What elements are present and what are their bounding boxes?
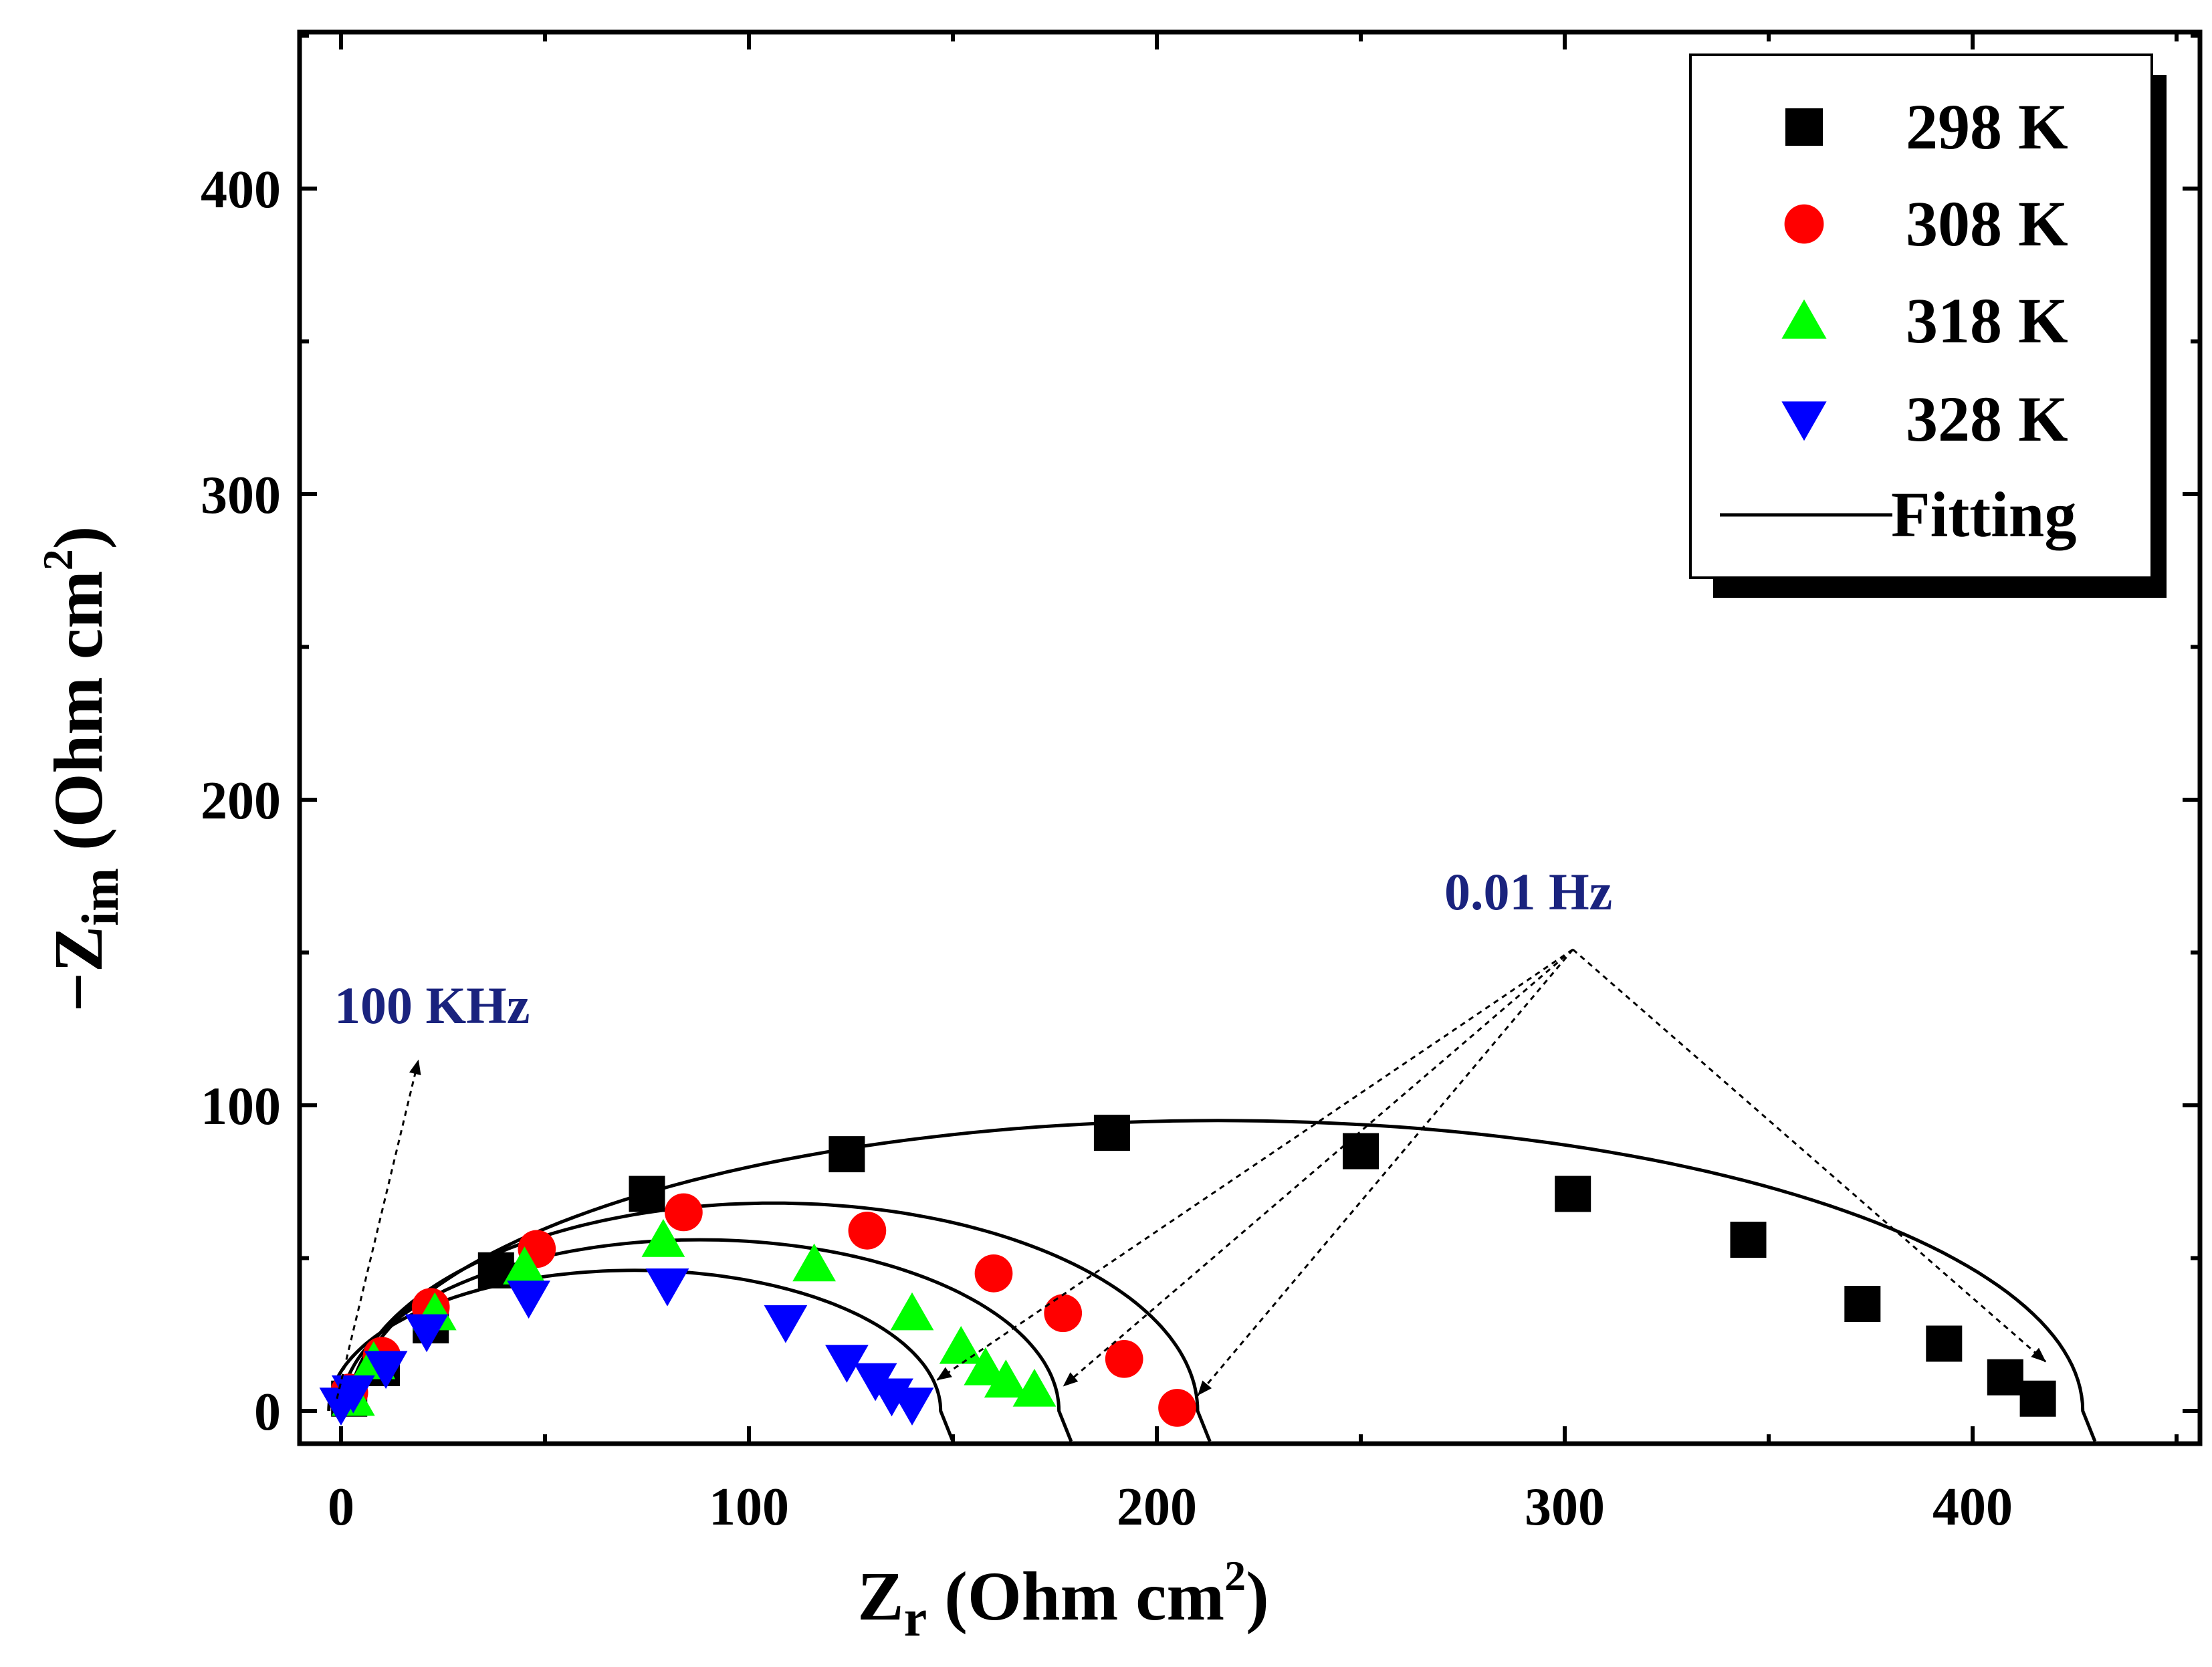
data-point-298k [1093,1115,1130,1151]
annotation-arrow-001hz-head [1198,1380,1212,1396]
data-point-298k [1730,1222,1767,1258]
data-point-318k [890,1292,934,1331]
legend-marker-298k [1785,108,1823,146]
x-tick-label: 100 [709,1478,789,1537]
y-axis-title: −Zim (Ohm cm2) [34,526,129,1012]
data-point-308k [1044,1294,1083,1333]
legend: 298 K 308 K 318 K 328 K Fitting [1689,53,2167,598]
x-axis-title-unit: (Ohm cm [927,1558,1224,1635]
annotation-arrow-001hz [935,948,1574,1381]
annotation-arrow-001hz-head [936,1367,952,1381]
fit-curve-298k [351,1119,2097,1442]
data-point-308k [1105,1339,1143,1378]
data-point-328k [764,1305,808,1343]
x-axis-title-sup: 2 [1224,1552,1246,1599]
legend-box [1689,53,2153,579]
data-point-298k [1987,1359,2023,1396]
y-axis-title-close: ) [40,526,117,550]
annotation-label-100khz: 100 KHz [334,976,530,1034]
data-point-318k [964,1347,1008,1385]
annotation-arrow-001hz-head [1063,1372,1079,1387]
data-point-298k [1844,1286,1881,1323]
data-point-318k [792,1243,836,1282]
y-axis-title-unit: (Ohm cm [40,570,117,868]
legend-label-328k: 328 K [1906,383,2068,455]
data-point-318k [641,1219,685,1257]
legend-marker-328k [1781,401,1827,441]
data-point-298k [828,1136,865,1173]
x-tick-label: 0 [328,1478,354,1537]
fit-curve-308k [347,1201,1212,1442]
y-tick-label: 400 [201,160,281,219]
annotation-label-001hz: 0.01 Hz [1444,863,1612,921]
y-axis-title-sub: im [71,868,129,926]
annotation-arrow-001hz [1572,948,2047,1363]
y-tick-label: 0 [254,1383,281,1442]
data-point-328k [331,1375,375,1414]
legend-label-298k: 298 K [1906,91,2068,162]
x-tick-label: 200 [1117,1478,1197,1537]
legend-label-318k: 318 K [1906,285,2068,356]
data-point-328k [890,1387,934,1426]
y-tick-label: 200 [201,772,281,830]
data-point-298k [2019,1380,2056,1417]
x-axis-title-close: ) [1246,1558,1269,1635]
data-point-308k [974,1254,1013,1293]
annotation-arrow-100khz-head [409,1059,421,1075]
data-point-318k [939,1325,983,1364]
data-point-298k [1343,1133,1379,1170]
legend-label-fitting: Fitting [1891,479,2076,550]
data-point-308k [665,1193,703,1232]
data-point-328k [507,1281,550,1319]
x-tick-label: 300 [1525,1478,1605,1537]
annotation-arrow-100khz [336,1059,420,1400]
plot-frame [297,29,2203,1446]
legend-marker-308k [1784,204,1824,244]
y-axis-title-main: −Z [40,926,117,1012]
data-point-318k [503,1246,546,1285]
annotation-arrow-001hz [1062,948,1574,1387]
x-axis-title-sub: r [904,1589,927,1647]
data-point-328k [825,1345,869,1383]
x-tick-label: 400 [1932,1478,2013,1537]
annotation-arrow-001hz-head [2031,1347,2046,1362]
y-tick-label: 100 [201,1077,281,1136]
data-point-328k [645,1268,689,1307]
y-axis-title-sup: 2 [34,549,82,570]
fit-curve-328k [327,1268,955,1442]
data-point-328k [405,1314,449,1353]
x-axis-title: Zr (Ohm cm2) [857,1552,1268,1647]
data-point-308k [848,1212,887,1250]
data-point-308k [1158,1389,1196,1427]
legend-label-308k: 308 K [1906,188,2068,259]
data-point-298k [1555,1176,1591,1212]
annotation-arrow-001hz [1196,948,1574,1397]
x-axis-title-main: Z [857,1558,903,1635]
legend-marker-318k [1781,299,1827,339]
data-point-298k [1926,1325,1963,1362]
data-point-318k [984,1359,1028,1398]
data-point-318k [1012,1368,1057,1407]
data-point-328k [364,1351,408,1390]
y-tick-label: 300 [201,466,281,525]
data-point-298k [629,1176,665,1212]
